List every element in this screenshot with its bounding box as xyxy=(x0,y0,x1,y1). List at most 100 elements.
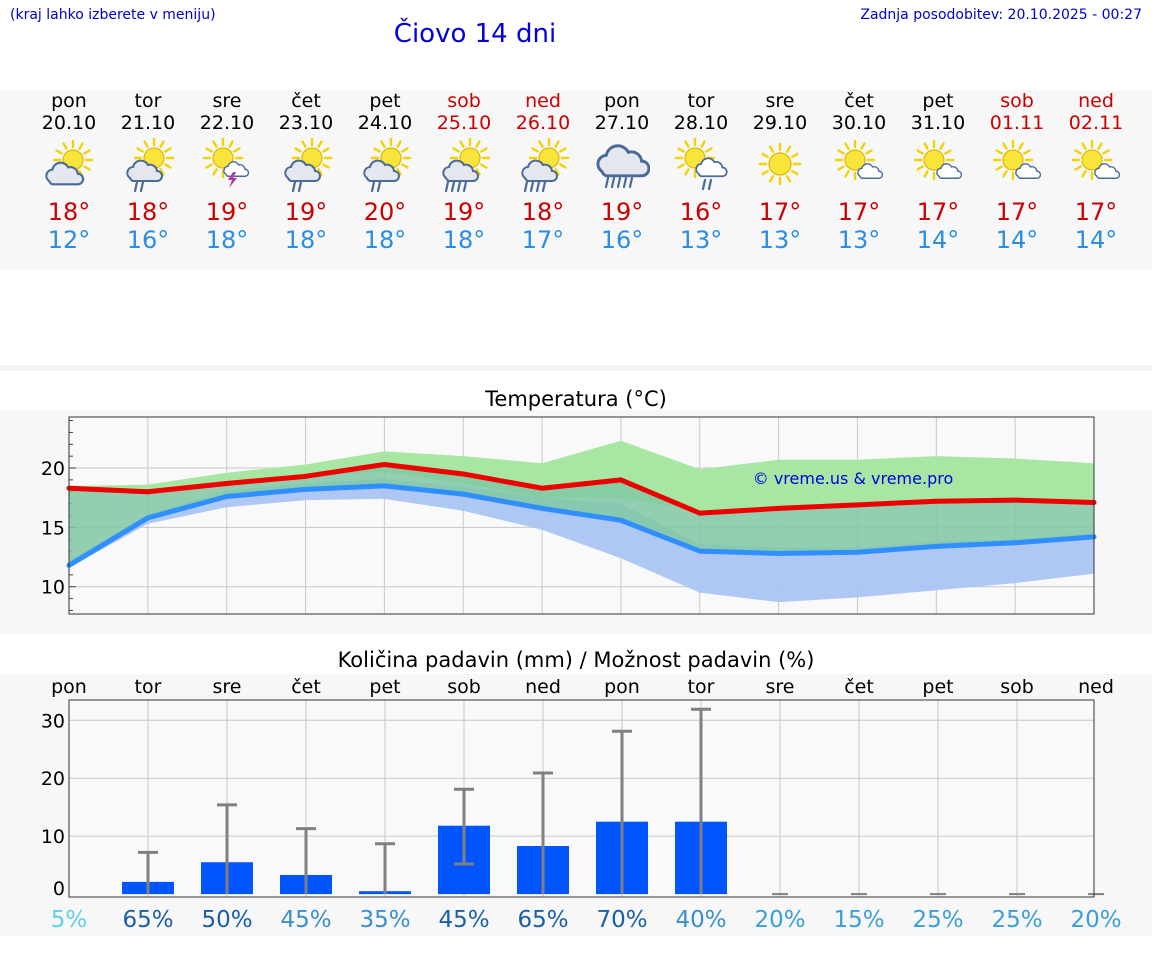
precipitation-probability-label: 20% xyxy=(754,907,805,933)
max-temp-point xyxy=(224,480,230,486)
max-temp: 19° xyxy=(442,198,486,226)
day-date: 21.10 xyxy=(120,112,176,134)
max-temp: 17° xyxy=(995,198,1039,226)
day-name: tor xyxy=(687,90,715,112)
day-date: 30.10 xyxy=(831,112,887,134)
max-temp-point xyxy=(539,485,545,491)
max-temp: 20° xyxy=(363,198,407,226)
day-forecast: pon 20.10 18° 12° xyxy=(30,90,109,254)
precipitation-probability-label: 25% xyxy=(991,907,1042,933)
day-name: čet xyxy=(844,90,874,112)
day-name: pon xyxy=(51,90,87,112)
max-temp-point xyxy=(697,510,703,516)
min-temp: 16° xyxy=(126,226,170,254)
day-date: 22.10 xyxy=(199,112,255,134)
y-tick-label: 10 xyxy=(41,577,65,599)
min-temp: 17° xyxy=(521,226,565,254)
min-temp-range-band xyxy=(69,478,1094,603)
min-temp: 13° xyxy=(758,226,802,254)
max-temp-point xyxy=(145,489,151,495)
min-temp-point xyxy=(145,515,151,521)
max-temp: 17° xyxy=(837,198,881,226)
min-temp: 18° xyxy=(442,226,486,254)
day-name: ned xyxy=(1078,90,1114,112)
max-temp-line xyxy=(68,461,1095,516)
day-axis-label: čet xyxy=(291,676,321,698)
min-temp: 13° xyxy=(679,226,723,254)
min-temp-point xyxy=(933,543,939,549)
max-temp-range-band xyxy=(69,440,1094,511)
day-name: sob xyxy=(447,90,481,112)
min-temp: 18° xyxy=(363,226,407,254)
day-name: ned xyxy=(525,90,561,112)
day-forecast: ned 02.11 17° 14° xyxy=(1057,90,1136,254)
day-axis-label: sre xyxy=(213,676,242,698)
max-temp-point xyxy=(933,498,939,504)
precipitation-probability-label: 40% xyxy=(675,907,726,933)
day-forecast: pet 31.10 17° 14° xyxy=(899,90,978,254)
cloud-sun-rain-icon xyxy=(363,138,412,193)
min-temp: 14° xyxy=(916,226,960,254)
min-temp-point xyxy=(854,549,860,555)
precipitation-probability-label: 15% xyxy=(833,907,884,933)
min-temp-point xyxy=(460,491,466,497)
separator xyxy=(0,365,1152,371)
day-forecast: pet 24.10 20° 18° xyxy=(346,90,425,254)
day-forecast: sre 29.10 17° 13° xyxy=(741,90,820,254)
page-title: Čiovo 14 dni xyxy=(393,19,557,49)
day-axis-label: čet xyxy=(844,676,874,698)
max-temp: 17° xyxy=(758,198,802,226)
min-temp-point xyxy=(776,550,782,556)
plot-frame xyxy=(68,416,1095,615)
max-temp: 19° xyxy=(205,198,249,226)
day-forecast: ned 26.10 18° 17° xyxy=(504,90,583,254)
y-tick-label: 15 xyxy=(41,517,65,539)
y-tick-label: 0 xyxy=(53,878,65,900)
rain-cloud-icon xyxy=(596,144,650,189)
day-forecast: tor 28.10 16° 13° xyxy=(662,90,741,254)
precipitation-probability-label: 45% xyxy=(280,907,331,933)
day-forecast: pon 27.10 19° 16° xyxy=(583,90,662,254)
precipitation-probability-label: 65% xyxy=(517,907,568,933)
day-date: 31.10 xyxy=(910,112,966,134)
y-tick-label: 10 xyxy=(41,826,65,848)
max-temp: 18° xyxy=(126,198,170,226)
sun-small-cloud-icon xyxy=(992,139,1042,181)
day-axis-label: pet xyxy=(922,676,953,698)
precipitation-probability-label: 35% xyxy=(359,907,410,933)
day-date: 25.10 xyxy=(436,112,492,134)
day-name: sob xyxy=(1000,90,1034,112)
min-temp-point xyxy=(697,548,703,554)
min-temp: 14° xyxy=(995,226,1039,254)
sun-cloud-rain-icon xyxy=(674,138,728,191)
partly-cloudy-icon xyxy=(45,139,94,186)
cloud-sun-heavy-rain-icon xyxy=(521,138,570,193)
sun-small-cloud-icon xyxy=(913,139,963,181)
precipitation-probability-label: 25% xyxy=(912,907,963,933)
day-date: 29.10 xyxy=(752,112,808,134)
day-axis-label: pon xyxy=(604,676,640,698)
precipitation-probability-label: 65% xyxy=(122,907,173,933)
day-axis-label: tor xyxy=(135,676,162,698)
min-max-overlap-band xyxy=(69,464,1094,566)
max-temp-point xyxy=(303,473,309,479)
day-axis-label: tor xyxy=(688,676,715,698)
temperature-chart: 10 15 20 © vreme.us & vreme.pro xyxy=(41,416,1097,615)
min-temp-line xyxy=(67,483,1095,568)
last-updated: Zadnja posodobitev: 20.10.2025 - 00:27 xyxy=(860,7,1142,23)
day-forecast: tor 21.10 18° 16° xyxy=(109,90,188,254)
day-date: 23.10 xyxy=(278,112,334,134)
precipitation-probability-label: 20% xyxy=(1070,907,1121,933)
max-temp-point xyxy=(1012,497,1018,503)
min-temp-point xyxy=(539,505,545,511)
min-temp: 18° xyxy=(284,226,328,254)
day-name: tor xyxy=(134,90,162,112)
max-temp: 17° xyxy=(916,198,960,226)
max-temp: 19° xyxy=(600,198,644,226)
day-name: pon xyxy=(604,90,640,112)
day-axis-label: pon xyxy=(51,676,87,698)
day-forecast: sob 25.10 19° 18° xyxy=(425,90,504,254)
max-temp-point xyxy=(460,471,466,477)
day-forecast: čet 30.10 17° 13° xyxy=(820,90,899,254)
day-name: pet xyxy=(922,90,954,112)
